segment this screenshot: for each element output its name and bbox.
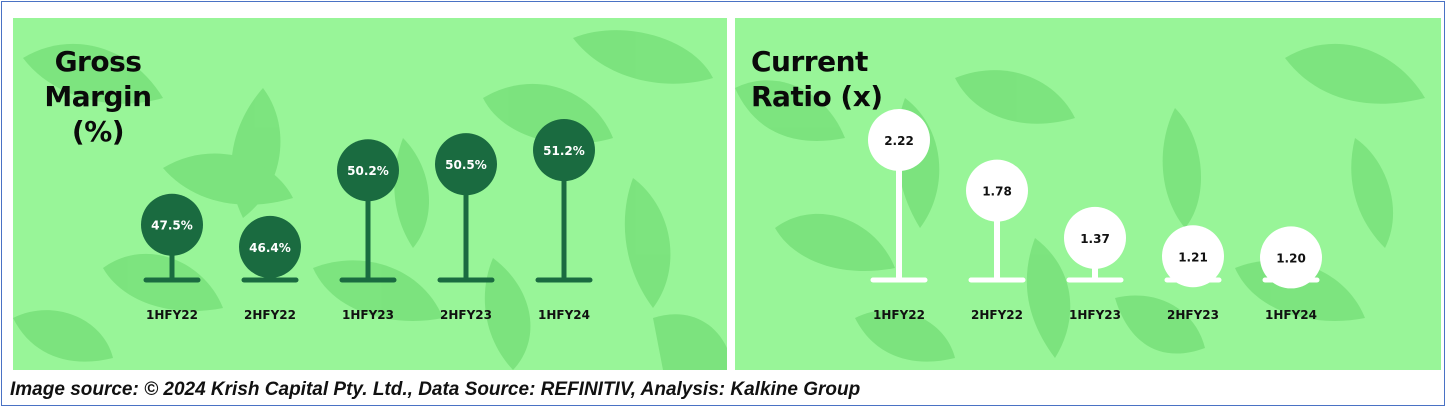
x-tick-label: 1HFY23	[342, 308, 394, 322]
lollipop-head	[966, 159, 1028, 222]
x-tick-label: 1HFY23	[1069, 308, 1121, 322]
lollipop-head	[1260, 226, 1322, 289]
x-tick-label: 2HFY23	[1167, 308, 1219, 322]
x-tick-label: 2HFY23	[440, 308, 492, 322]
leaf-shape	[394, 138, 430, 248]
leaf-shape	[624, 178, 671, 308]
lollipop-head	[1162, 225, 1224, 288]
leaf-shape	[13, 310, 113, 362]
gross-margin-title: Gross Margin (%)	[43, 44, 153, 149]
title-line: Ratio (x)	[751, 80, 883, 113]
leaf-shape	[735, 80, 845, 141]
x-tick-label: 1HFY22	[873, 308, 925, 322]
current-ratio-title: Current Ratio (x)	[751, 44, 883, 114]
x-tick-label: 2HFY22	[244, 308, 296, 322]
x-tick-label: 1HFY24	[538, 308, 590, 322]
leaf-shape	[1115, 295, 1205, 354]
leaf-shape	[653, 314, 727, 370]
leaf-shape	[313, 260, 443, 321]
gross-margin-chart: 47.5% 1HFY22 46.4% 2HFY22 50.2% 1HFY23 50.5% 2H…	[141, 119, 595, 322]
leaf-shape	[23, 43, 163, 104]
lollipop-head	[868, 108, 930, 171]
leaf-shape	[1351, 138, 1394, 248]
data-label: 51.2%	[543, 144, 585, 158]
leaf-background	[13, 30, 727, 370]
data-label: 50.5%	[445, 158, 487, 172]
data-label: 1.20	[1276, 251, 1306, 265]
current-ratio-chart: 2.22 1HFY22 1.78 2HFY22 1.37 1HFY23 1.21 2HFY23…	[868, 108, 1322, 322]
lollipop-head	[533, 119, 595, 182]
leaf-shape	[1162, 108, 1202, 228]
leaf-shape	[484, 258, 531, 370]
lollipop-head	[1064, 206, 1126, 269]
data-label: 50.2%	[347, 164, 389, 178]
current-ratio-panel: Current Ratio (x) 2.22 1HFY22 1.78 2HFY22 1.…	[735, 18, 1441, 370]
data-label: 47.5%	[151, 219, 193, 233]
title-line: (%)	[71, 115, 125, 148]
title-line: Margin	[44, 80, 152, 113]
data-label: 1.21	[1178, 250, 1208, 264]
leaf-shape	[1285, 43, 1425, 104]
lollipop-head	[435, 133, 497, 196]
image-source-caption: Image source: © 2024 Krish Capital Pty. …	[10, 379, 861, 400]
leaf-shape	[855, 310, 955, 362]
data-label: 46.4%	[249, 241, 291, 255]
lollipop-head	[337, 139, 399, 202]
data-label: 1.78	[982, 185, 1012, 199]
leaf-shape	[163, 153, 293, 205]
leaf-shape	[573, 30, 713, 84]
title-line: Current	[751, 45, 868, 78]
leaf-shape	[1026, 238, 1071, 358]
data-label: 2.22	[884, 134, 914, 148]
lollipop-head	[141, 193, 203, 256]
leaf-shape	[955, 70, 1075, 124]
leaf-shape	[775, 213, 895, 272]
data-label: 1.37	[1080, 232, 1110, 246]
title-line: Gross	[54, 45, 142, 78]
gross-margin-panel: Gross Margin (%) 47.5% 1HFY22 46.4% 2HFY22 5…	[13, 18, 727, 370]
x-tick-label: 1HFY22	[146, 308, 198, 322]
x-tick-label: 2HFY22	[971, 308, 1023, 322]
lollipop-head	[239, 215, 301, 278]
x-tick-label: 1HFY24	[1265, 308, 1317, 322]
